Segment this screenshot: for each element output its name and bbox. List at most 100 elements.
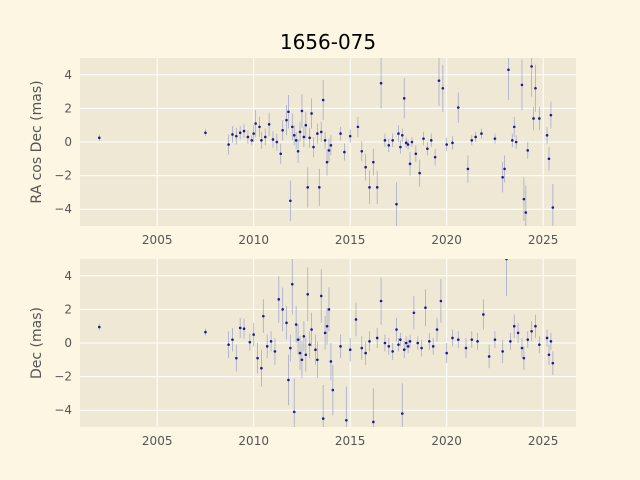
- ra-data-point: [97, 136, 101, 140]
- dec-data-point: [327, 308, 331, 311]
- dec-data-point: [368, 340, 371, 343]
- ra-ytick-label: 0: [64, 135, 72, 149]
- ra-data-point: [348, 134, 352, 138]
- ra-data-point: [375, 186, 379, 189]
- dec-xtick-label: 2005: [142, 434, 173, 448]
- ra-data-point: [503, 167, 506, 171]
- ra-data-point: [520, 83, 524, 87]
- dec-data-point: [530, 329, 533, 333]
- ra-data-point: [402, 97, 406, 100]
- dec-xtick-label: 2010: [238, 434, 269, 448]
- dec-data-point: [435, 328, 439, 331]
- ra-data-point: [418, 171, 421, 175]
- ra-data-point: [512, 125, 516, 129]
- ra-data-point: [267, 123, 271, 126]
- ra-data-point: [242, 129, 246, 133]
- dec-data-layer: [97, 259, 555, 427]
- ra-data-point: [507, 68, 510, 72]
- ra-data-point: [281, 128, 284, 132]
- ra-data-point: [534, 86, 537, 90]
- dec-data-point: [97, 325, 101, 329]
- ra-data-point: [279, 152, 283, 156]
- ra-data-point: [327, 149, 331, 152]
- ra-data-layer: [97, 58, 555, 226]
- ra-data-point: [404, 141, 408, 145]
- ra-data-point: [368, 186, 371, 189]
- ra-data-point: [480, 132, 483, 135]
- dec-ytick-label: 2: [64, 302, 72, 316]
- ra-ylabel: RA cos Dec (mas): [29, 80, 45, 203]
- dec-data-point: [298, 351, 302, 355]
- dec-data-point: [287, 378, 290, 382]
- ra-data-point: [292, 133, 296, 137]
- ra-data-point: [204, 131, 207, 135]
- ra-data-point: [285, 118, 288, 122]
- dec-data-point: [281, 308, 284, 311]
- dec-data-point: [339, 345, 342, 348]
- dec-data-point: [406, 345, 410, 348]
- dec-data-point: [416, 341, 420, 345]
- dec-data-point: [476, 340, 479, 343]
- ra-data-point: [493, 137, 497, 140]
- dec-data-point: [545, 336, 549, 340]
- ra-data-point: [474, 135, 477, 139]
- dec-data-point: [331, 388, 335, 392]
- ra-data-point: [522, 197, 526, 201]
- ra-data-point: [545, 133, 549, 137]
- dec-ytick-label: 0: [64, 336, 72, 350]
- dec-data-point: [290, 282, 294, 286]
- dec-data-point: [470, 338, 474, 341]
- dec-data-point: [321, 417, 325, 420]
- dec-data-point: [269, 340, 273, 343]
- ra-data-point: [250, 139, 254, 142]
- dec-data-point: [493, 338, 497, 341]
- dec-data-point: [482, 313, 485, 316]
- ra-data-point: [294, 139, 298, 142]
- ra-data-point: [246, 135, 250, 139]
- dec-data-point: [325, 324, 329, 328]
- dec-data-point: [420, 346, 423, 350]
- ra-data-point: [414, 152, 418, 156]
- dec-ylabel: Dec (mas): [29, 307, 45, 379]
- ra-data-point: [275, 140, 279, 144]
- ra-data-point: [422, 137, 425, 140]
- dec-data-point: [522, 356, 526, 360]
- dec-data-point: [277, 298, 281, 301]
- ra-data-point: [399, 145, 402, 149]
- ra-xtick-label: 2025: [528, 233, 559, 247]
- dec-data-point: [265, 345, 269, 348]
- dec-panel: 2005 2010 2015 2020 2025 −4 −2 0 2 4 Dec (mas): [29, 259, 576, 448]
- dec-data-point: [227, 343, 230, 346]
- dec-data-point: [238, 326, 242, 330]
- dec-data-point: [397, 343, 400, 346]
- ra-data-point: [360, 149, 364, 153]
- ra-data-point: [238, 131, 242, 135]
- ra-data-point: [395, 202, 398, 206]
- ra-data-point: [287, 110, 290, 114]
- dec-data-point: [387, 345, 391, 348]
- dec-data-point: [294, 323, 298, 326]
- ra-data-point: [372, 160, 375, 164]
- dec-data-point: [512, 324, 516, 328]
- dec-data-point: [412, 311, 416, 315]
- dec-data-point: [424, 306, 427, 310]
- ra-data-point: [547, 157, 551, 161]
- dec-data-point: [308, 343, 311, 346]
- ra-data-point: [300, 109, 304, 113]
- dec-data-point: [204, 330, 207, 334]
- ra-data-point: [319, 130, 323, 134]
- dec-ytick-label: −4: [54, 403, 72, 417]
- ra-xtick-label: 2005: [142, 233, 173, 247]
- dec-data-point: [310, 328, 313, 331]
- dec-data-point: [487, 355, 491, 358]
- dec-data-point: [456, 338, 460, 341]
- ra-data-point: [406, 143, 410, 146]
- ra-data-point: [410, 140, 414, 144]
- dec-data-point: [402, 348, 406, 352]
- dec-data-point: [431, 345, 435, 348]
- dec-data-point: [551, 361, 555, 365]
- ra-data-point: [260, 139, 263, 142]
- ra-data-point: [387, 144, 391, 147]
- dec-data-point: [306, 292, 310, 296]
